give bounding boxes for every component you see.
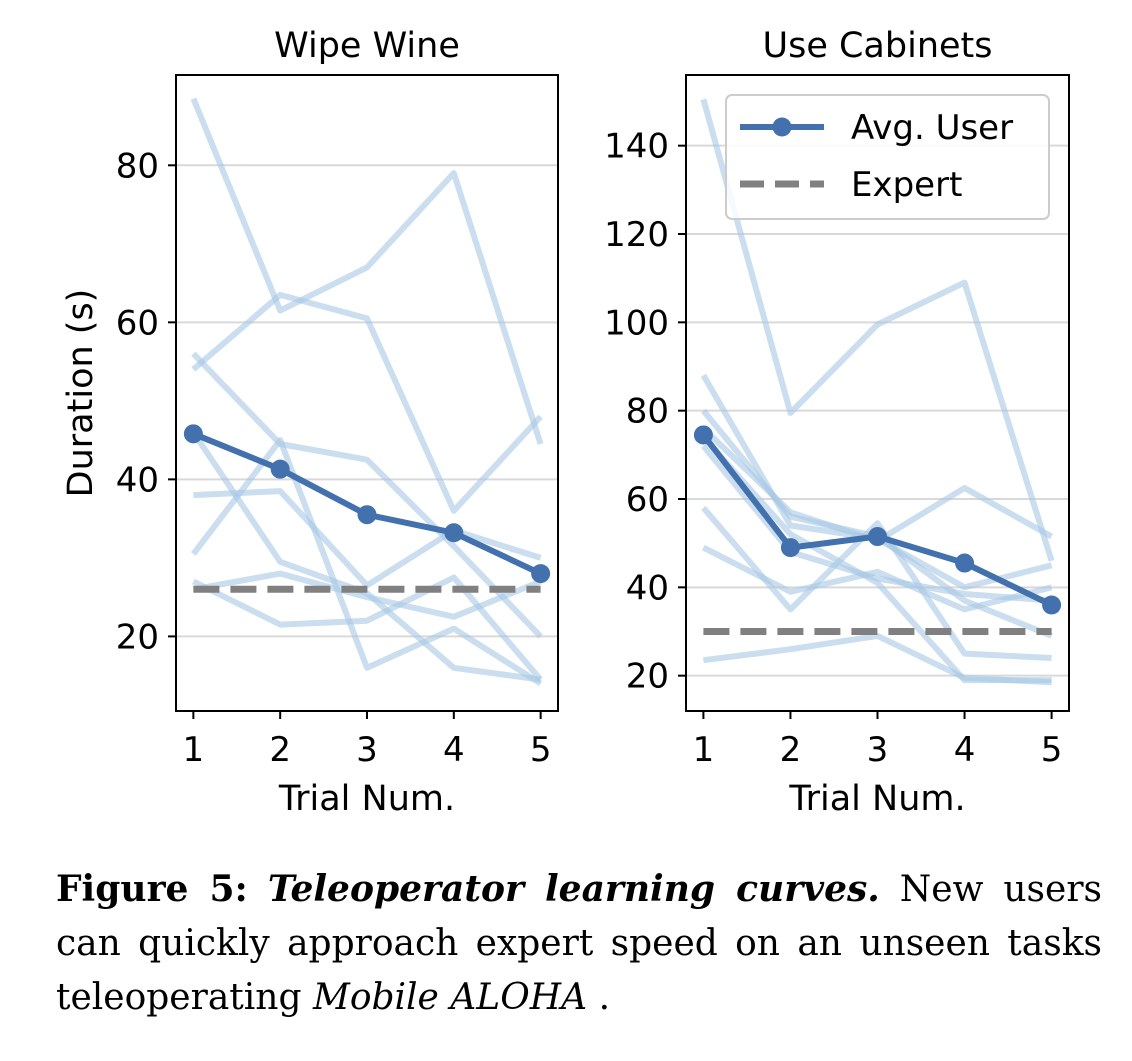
caption-label: Figure 5: (56, 868, 248, 910)
avg-user-point (357, 505, 377, 525)
caption-text-end: . (587, 977, 611, 1018)
avg-user-point (444, 523, 464, 543)
avg-user-point (868, 527, 887, 547)
user-trial-line (193, 488, 542, 589)
y-tick-label: 140 (604, 127, 669, 167)
x-tick-label: 4 (443, 730, 465, 770)
avg-user-point (183, 424, 203, 444)
y-tick-label: 60 (116, 303, 159, 343)
x-axis-label: Trial Num. (788, 779, 965, 819)
legend: Avg. User Expert (725, 94, 1050, 220)
x-tick-label: 1 (183, 730, 205, 770)
legend-avg-label: Avg. User (851, 108, 1013, 148)
user-trial-line (701, 435, 1052, 684)
avg-user-point (531, 564, 551, 584)
user-trial-line (190, 430, 542, 683)
chart-title: Use Cabinets (762, 26, 992, 66)
legend-expert-label: Expert (851, 165, 962, 205)
x-tick-label: 5 (1041, 730, 1063, 770)
x-tick-label: 2 (780, 730, 802, 770)
avg-user-point (693, 425, 713, 445)
x-tick-label: 4 (954, 730, 976, 770)
avg-user-point (270, 459, 290, 479)
x-tick-label: 1 (693, 730, 715, 770)
user-trial-line (191, 437, 543, 687)
avg-user-point (780, 538, 800, 558)
legend-avg-marker (772, 117, 792, 137)
user-trial-line (190, 97, 544, 445)
x-tick-label: 3 (867, 730, 889, 770)
x-tick-label: 3 (356, 730, 378, 770)
caption-emphasis: Mobile ALOHA (312, 977, 588, 1018)
figure-canvas: 20 40 60 80 1 2 3 4 5 Wipe Wine Trial Num. Duration… (61, 26, 1070, 819)
user-trial-line (700, 98, 1055, 562)
avg-user-line (192, 431, 542, 577)
chart-wipe-wine: 20 40 60 80 1 2 3 4 5 Wipe Wine Trial Num. Duration… (61, 26, 559, 819)
y-tick-label: 20 (116, 617, 159, 657)
plot-frame (175, 74, 559, 712)
avg-user-point (1042, 595, 1062, 615)
y-tick-label: 60 (626, 480, 669, 520)
user-trial-line (191, 291, 543, 514)
user-trial-line (192, 570, 542, 620)
chart-use-cabinets: 20 40 60 80 100 120 140 1 2 3 4 5 Use Cabinets Trial … (604, 26, 1070, 819)
y-tick-label: 80 (626, 392, 669, 432)
user-trial-line (191, 351, 543, 639)
y-tick-label: 40 (626, 568, 669, 608)
user-trial-line (192, 574, 543, 682)
user-trial-line (701, 444, 1052, 604)
chart-title: Wipe Wine (274, 26, 460, 66)
y-tick-label: 80 (116, 146, 159, 186)
y-tick-label: 20 (626, 657, 669, 697)
y-tick-label: 120 (604, 215, 669, 255)
x-tick-label: 5 (530, 730, 552, 770)
caption-title: Teleoperator learning curves. (267, 868, 880, 910)
plot-frame (685, 74, 1070, 712)
caption-text: New users can quickly approach expert sp… (56, 869, 1103, 1018)
x-axis-label: Trial Num. (278, 779, 455, 819)
figure-caption: Figure 5: Teleoperator learning curves. … (56, 862, 1102, 1025)
avg-user-point (955, 553, 975, 573)
y-tick-label: 40 (116, 460, 159, 500)
y-tick-label: 100 (604, 303, 669, 343)
x-tick-label: 2 (269, 730, 291, 770)
user-trial-line (702, 544, 1053, 613)
series-group (190, 97, 544, 687)
y-axis-label: Duration (s) (61, 289, 101, 498)
